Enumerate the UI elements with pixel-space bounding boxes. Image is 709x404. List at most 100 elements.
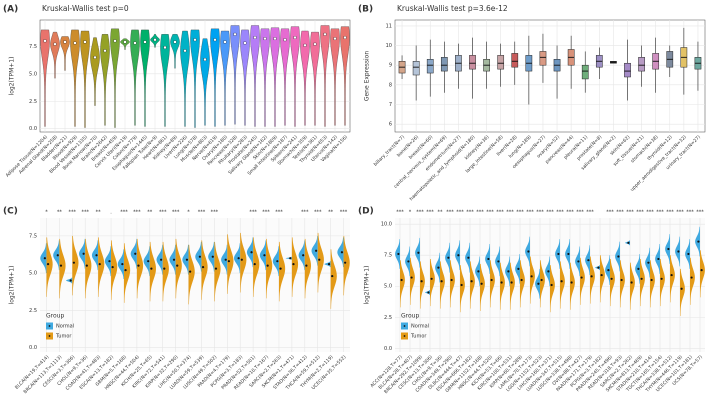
median-dot [517,267,520,270]
median-dot [240,258,243,261]
violin [290,26,300,127]
half-violin [234,243,241,274]
median-dot [530,275,533,278]
median-dot [500,281,503,284]
box [624,62,631,78]
median-dot [437,266,440,269]
half-violin [700,250,705,298]
median-dot [497,260,500,263]
median-marker [243,41,247,45]
significance-label: *** [314,210,322,216]
box [581,64,589,80]
median-marker [143,40,147,44]
median-dot [427,291,430,294]
significance-label: ** [328,210,334,216]
significance-label: *** [466,210,474,216]
violin [110,28,120,128]
half-violin [46,237,53,297]
half-violin [590,256,595,304]
median-dot [557,252,560,256]
significance-label: ** [57,210,63,216]
median-dot [160,258,163,261]
significance-label: *** [456,210,464,216]
significance-label: *** [69,210,77,216]
significance-label: *** [81,210,89,216]
x-tick-label: kidney(N=36) [464,134,491,161]
half-violin [169,244,176,275]
significance-label: *** [120,210,128,216]
significance-label: *** [198,210,206,216]
box [469,55,476,70]
median-marker [123,40,127,44]
median-dot [477,270,480,273]
median-dot [344,261,347,264]
median-dot [430,277,433,280]
violin [90,37,100,106]
median-dot [410,276,413,279]
box [638,57,645,72]
legend-dot [48,325,51,327]
half-violin [690,257,695,305]
median-dot [490,278,493,282]
median-dot [227,260,230,263]
y-tick-label: 0.0 [384,346,392,352]
violin [190,29,200,128]
y-tick-label: 2.5 [29,308,37,314]
median-marker [343,36,347,39]
y-axis-label: log2(TPM+1) [364,266,371,305]
half-violin [59,238,66,299]
median-dot [292,263,295,266]
half-violin [540,260,545,308]
y-tick-label: 9 [389,63,392,69]
median-dot [201,266,205,269]
median-dot [570,281,573,284]
significance-label: *** [636,210,644,216]
median-dot [43,257,46,260]
half-violin [123,243,131,303]
median-marker [73,41,77,45]
significance-label: *** [133,210,141,216]
violin [340,26,350,126]
x-tick-label: haematopoietic_and_lymphoid(N=180) [409,134,477,202]
half-violin [208,241,215,272]
half-violin [195,241,202,272]
median-marker [303,43,307,47]
panel-label: (B) [358,5,373,15]
significance-label: *** [586,210,594,216]
significance-label: *** [606,210,614,216]
median-dot [527,250,530,253]
median-dot [224,258,227,261]
significance-label: *** [340,210,348,216]
median-dot [480,282,483,285]
violin [50,31,60,79]
median-marker [323,32,327,36]
median-dot [263,254,266,257]
median-dot [279,267,282,270]
half-violin [278,241,286,302]
violin [160,34,170,127]
median-marker [223,40,227,44]
median-dot [617,255,620,258]
half-violin [117,249,124,280]
violin [100,34,110,126]
half-violin [490,260,495,308]
half-violin [580,257,585,305]
median-dot [420,280,423,283]
violin [40,29,50,127]
panel-label: (D) [358,207,374,217]
significance-label: *** [301,210,309,216]
median-dot [163,267,166,270]
significance-label: *** [506,210,514,216]
half-violin [111,240,118,300]
chart-title: Kruskal-Wallis test p=3.6e-12 [397,4,508,13]
violin [280,28,290,126]
median-dot [214,267,218,270]
violin [180,30,190,127]
median-dot [670,273,673,277]
legend-label: Normal [411,324,429,330]
median-dot [450,278,453,282]
median-marker [193,38,197,42]
median-dot [147,260,150,263]
violin [170,34,180,69]
